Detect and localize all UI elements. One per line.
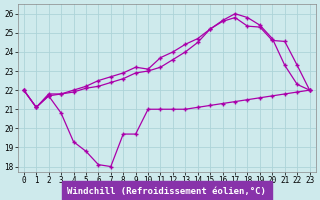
X-axis label: Windchill (Refroidissement éolien,°C): Windchill (Refroidissement éolien,°C) bbox=[67, 187, 266, 196]
